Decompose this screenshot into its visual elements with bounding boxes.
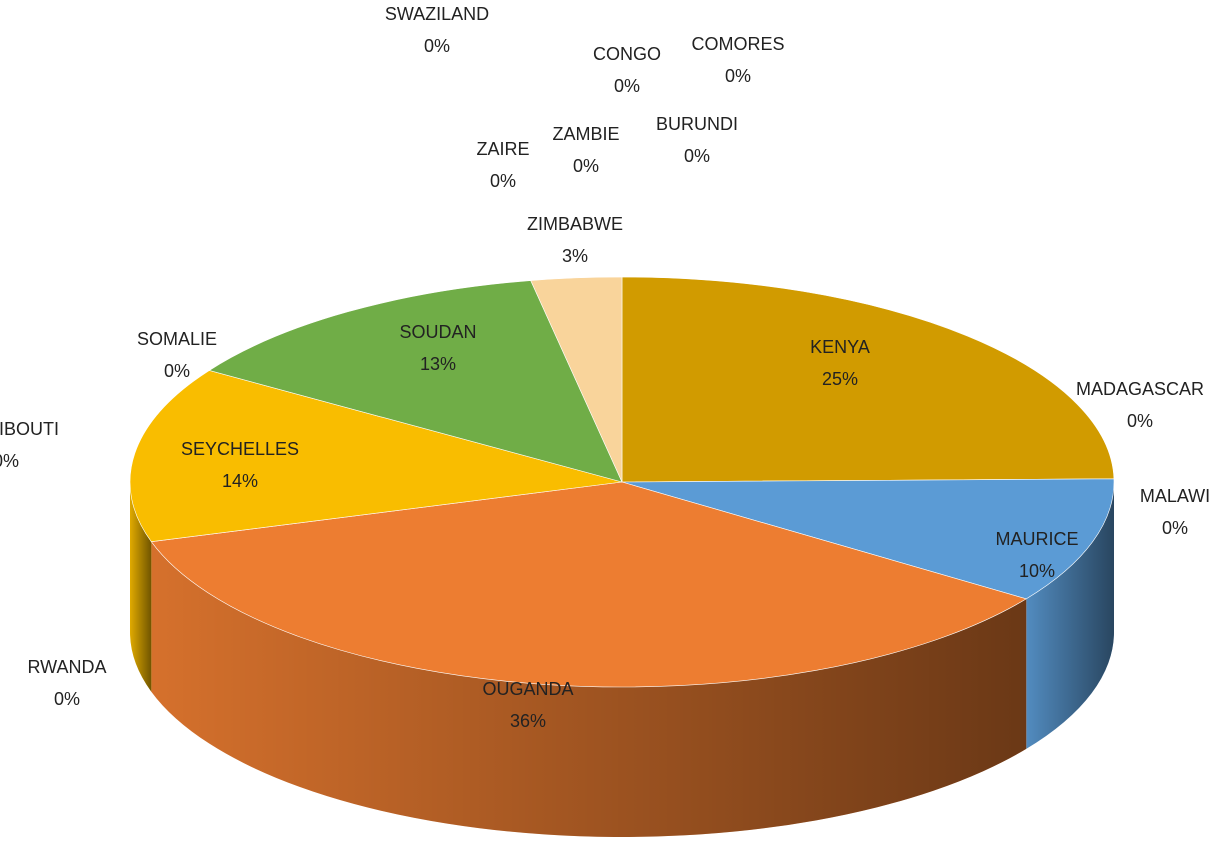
value-label: 3% <box>562 246 588 266</box>
category-label: ZIMBABWE <box>527 214 623 234</box>
value-label: 0% <box>684 146 710 166</box>
value-label: 0% <box>1127 411 1153 431</box>
slice-side-shade <box>151 541 1027 837</box>
value-label: 0% <box>54 689 80 709</box>
category-label: MAURICE <box>995 529 1078 549</box>
slice <box>530 276 623 483</box>
value-label: 0% <box>725 66 751 86</box>
category-label: MADAGASCAR <box>1076 379 1204 399</box>
category-label: ZAIRE <box>476 139 529 159</box>
value-label: 0% <box>1162 518 1188 538</box>
data-labels: BURUNDI 0% COMORES 0% CONGO 0% DJIBOUTI 0% KENYA… <box>0 4 1210 731</box>
slice <box>621 478 1115 600</box>
category-label: SWAZILAND <box>385 4 489 24</box>
slice <box>129 370 623 543</box>
value-label: 0% <box>164 361 190 381</box>
category-label: BURUNDI <box>656 114 738 134</box>
category-label: CONGO <box>593 44 661 64</box>
category-label: SOMALIE <box>137 329 217 349</box>
value-label: 10% <box>1019 561 1055 581</box>
category-label: SOUDAN <box>399 322 476 342</box>
category-label: ZAMBIE <box>552 124 619 144</box>
value-label: 25% <box>822 369 858 389</box>
category-label: RWANDA <box>27 657 106 677</box>
category-label: OUGANDA <box>482 679 573 699</box>
value-label: 0% <box>424 36 450 56</box>
slice <box>208 280 623 483</box>
value-label: 0% <box>0 451 19 471</box>
value-label: 0% <box>490 171 516 191</box>
slice <box>150 481 1027 688</box>
category-label: SEYCHELLES <box>181 439 299 459</box>
category-label: MALAWI <box>1140 486 1210 506</box>
value-label: 0% <box>614 76 640 96</box>
value-label: 14% <box>222 471 258 491</box>
pie-sides <box>130 482 1114 837</box>
category-label: COMORES <box>691 34 784 54</box>
category-label: DJIBOUTI <box>0 419 59 439</box>
category-label: KENYA <box>810 337 870 357</box>
slice <box>621 276 1115 483</box>
value-label: 36% <box>510 711 546 731</box>
slice-side-shade <box>1026 482 1114 749</box>
pie-tops <box>129 276 1115 688</box>
value-label: 0% <box>573 156 599 176</box>
value-label: 13% <box>420 354 456 374</box>
